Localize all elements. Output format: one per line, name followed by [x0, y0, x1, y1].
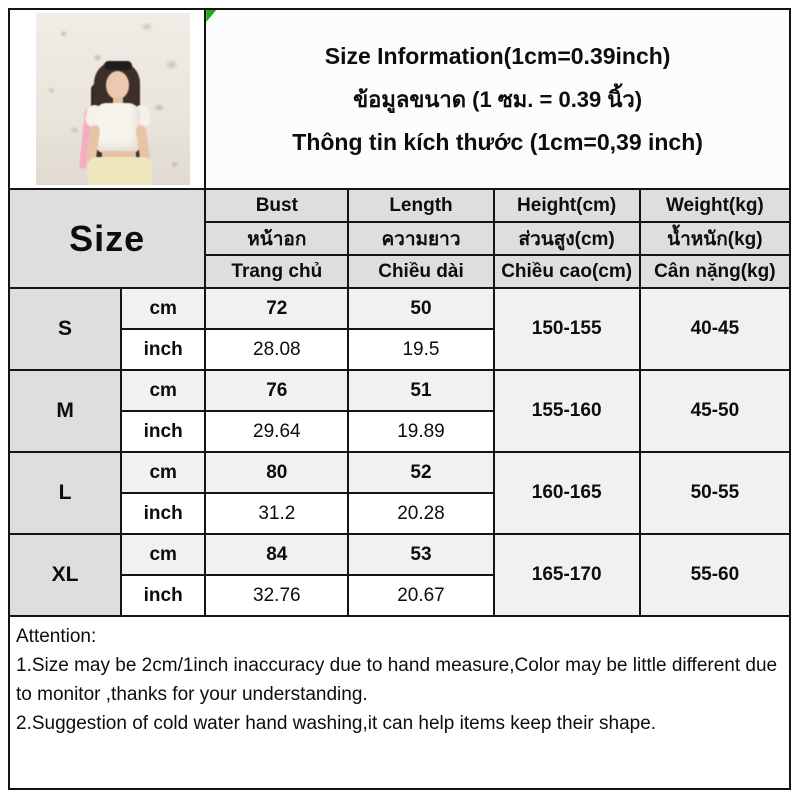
height-header-en: Height(cm): [492, 188, 641, 223]
bust-inch-cell: 31.2: [204, 492, 350, 535]
height-cell: 155-160: [492, 369, 641, 453]
top-row: Size Information(1cm=0.39inch) ข้อมูลขนา…: [7, 8, 791, 190]
size-chart-sheet: Size Information(1cm=0.39inch) ข้อมูลขนา…: [7, 8, 792, 790]
length-cm-cell: 50: [347, 287, 495, 330]
unit-label-cm: cm: [120, 533, 207, 576]
attention-box: Attention: 1.Size may be 2cm/1inch inacc…: [8, 615, 791, 790]
header-row-vi: Trang chủ Chiều dài Chiều cao(cm) Cân nặ…: [9, 254, 792, 289]
size-label-xl: XL: [7, 533, 123, 617]
title-cell: Size Information(1cm=0.39inch) ข้อมูลขนา…: [204, 8, 791, 190]
length-cm-cell: 51: [347, 369, 495, 412]
row-xl-inch: inch 32.76 20.67: [9, 574, 790, 617]
size-label-l: L: [7, 451, 123, 535]
length-inch-cell: 20.67: [347, 574, 495, 617]
unit-label-cm: cm: [120, 451, 207, 494]
attention-row: Attention: 1.Size may be 2cm/1inch inacc…: [8, 615, 791, 790]
height-cell: 160-165: [492, 451, 641, 535]
weight-cell: 55-60: [638, 533, 792, 617]
unit-label-inch: inch: [120, 328, 207, 371]
size-column-header: Size: [7, 188, 207, 289]
bust-cm-cell: 84: [204, 533, 350, 576]
length-inch-cell: 19.5: [347, 328, 495, 371]
header-row-en: Size Bust Length Height(cm) Weight(kg): [7, 188, 792, 289]
unit-label-cm: cm: [120, 287, 207, 330]
length-inch-cell: 19.89: [347, 410, 495, 453]
bust-header-en: Bust: [204, 188, 350, 223]
weight-cell: 45-50: [638, 369, 792, 453]
size-label-m: M: [7, 369, 123, 453]
unit-label-inch: inch: [120, 574, 207, 617]
weight-header-th: น้ำหนัก(kg): [638, 221, 792, 256]
attention-title: Attention:: [16, 626, 97, 647]
length-inch-cell: 20.28: [347, 492, 495, 535]
row-l-cm: L cm 80 52 160-165 50-55: [7, 451, 792, 535]
row-xl-cm: XL cm 84 53 165-170 55-60: [7, 533, 792, 617]
bust-inch-cell: 29.64: [204, 410, 350, 453]
height-header-th: ส่วนสูง(cm): [492, 221, 641, 256]
height-cell: 150-155: [492, 287, 641, 371]
bust-header-th: หน้าอก: [204, 221, 350, 256]
size-chart-table: Size Information(1cm=0.39inch) ข้อมูลขนา…: [7, 8, 792, 790]
unit-label-cm: cm: [120, 369, 207, 412]
height-cell: 165-170: [492, 533, 641, 617]
unit-label-inch: inch: [120, 410, 207, 453]
weight-header-en: Weight(kg): [638, 188, 792, 223]
length-cm-cell: 52: [347, 451, 495, 494]
attention-note-2: 2.Suggestion of cold water hand washing,…: [16, 713, 657, 734]
weight-cell: 50-55: [638, 451, 792, 535]
model-figure: [36, 13, 190, 185]
sunglasses: [104, 60, 132, 70]
header-row-th: หน้าอก ความยาว ส่วนสูง(cm) น้ำหนัก(kg): [9, 221, 792, 256]
title-english: Size Information(1cm=0.39inch): [324, 42, 671, 69]
length-header-en: Length: [347, 188, 495, 223]
bust-inch-cell: 32.76: [204, 574, 350, 617]
row-l-inch: inch 31.2 20.28: [9, 492, 790, 535]
bust-header-vi: Trang chủ: [204, 254, 350, 289]
bust-cm-cell: 72: [204, 287, 350, 330]
bust-inch-cell: 28.08: [204, 328, 350, 371]
size-label-s: S: [7, 287, 123, 371]
height-header-vi: Chiều cao(cm): [492, 254, 641, 289]
bust-cm-cell: 80: [204, 451, 350, 494]
weight-cell: 40-45: [638, 287, 792, 371]
row-m-cm: M cm 76 51 155-160 45-50: [7, 369, 792, 453]
attention-note-1: 1.Size may be 2cm/1inch inaccuracy due t…: [16, 655, 778, 705]
weight-header-vi: Cân nặng(kg): [638, 254, 792, 289]
green-corner-marker-icon: [207, 11, 217, 22]
length-header-th: ความยาว: [347, 221, 495, 256]
model-photo: [36, 12, 190, 185]
model-photo-cell: [7, 8, 207, 190]
length-header-vi: Chiều dài: [347, 254, 495, 289]
length-cm-cell: 53: [347, 533, 495, 576]
row-m-inch: inch 29.64 19.89: [9, 410, 790, 453]
row-s-cm: S cm 72 50 150-155 40-45: [7, 287, 792, 371]
title-vietnamese: Thông tin kích thước (1cm=0,39 inch): [292, 128, 703, 155]
unit-label-inch: inch: [120, 492, 207, 535]
title-thai: ข้อมูลขนาด (1 ซม. = 0.39 นิ้ว): [353, 86, 643, 112]
bust-cm-cell: 76: [204, 369, 350, 412]
row-s-inch: inch 28.08 19.5: [9, 328, 790, 371]
